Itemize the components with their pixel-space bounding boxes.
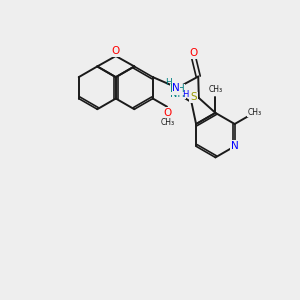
Text: O: O (112, 46, 120, 56)
Text: O: O (164, 108, 172, 118)
Text: NH: NH (170, 84, 185, 94)
Text: N: N (172, 83, 180, 93)
Text: CH₃: CH₃ (208, 85, 223, 94)
Text: CH₃: CH₃ (248, 108, 262, 117)
Text: S: S (190, 92, 197, 102)
Text: N: N (231, 141, 239, 151)
Text: H: H (165, 78, 171, 87)
Text: O: O (190, 48, 198, 58)
Text: NH: NH (170, 88, 185, 99)
Text: CH₃: CH₃ (160, 118, 175, 127)
Text: H: H (173, 86, 179, 95)
Text: H: H (182, 90, 188, 99)
